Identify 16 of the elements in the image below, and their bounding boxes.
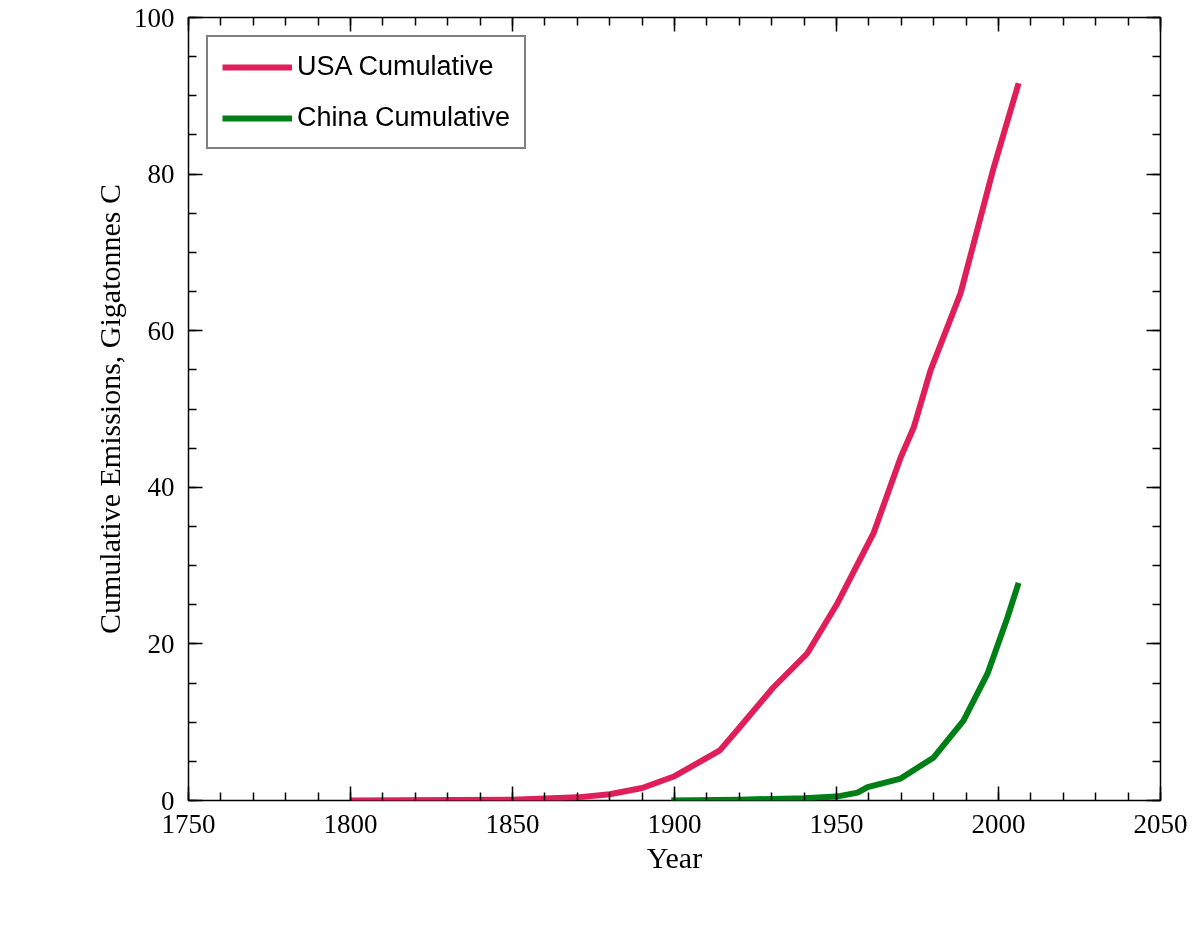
y-tick-label: 100 (134, 2, 175, 33)
legend-label: China Cumulative (297, 102, 511, 133)
y-tick-label: 60 (147, 315, 175, 346)
x-tick-label: 1950 (809, 808, 864, 839)
y-tick-label: 80 (147, 159, 175, 190)
y-tick-label: 40 (147, 472, 175, 503)
y-tick-label: 20 (147, 628, 175, 659)
x-tick-label: 2000 (971, 808, 1026, 839)
legend-label: USA Cumulative (297, 51, 494, 82)
x-tick-label: 1900 (647, 808, 702, 839)
y-axis-title: Cumulative Emissions, Gigatonnes C (93, 183, 126, 634)
x-tick-label: 2050 (1133, 808, 1188, 839)
x-tick-label: 1850 (485, 808, 540, 839)
x-axis-title: Year (646, 840, 703, 874)
x-tick-label: 1800 (323, 808, 378, 839)
y-tick-label: 0 (161, 785, 175, 816)
